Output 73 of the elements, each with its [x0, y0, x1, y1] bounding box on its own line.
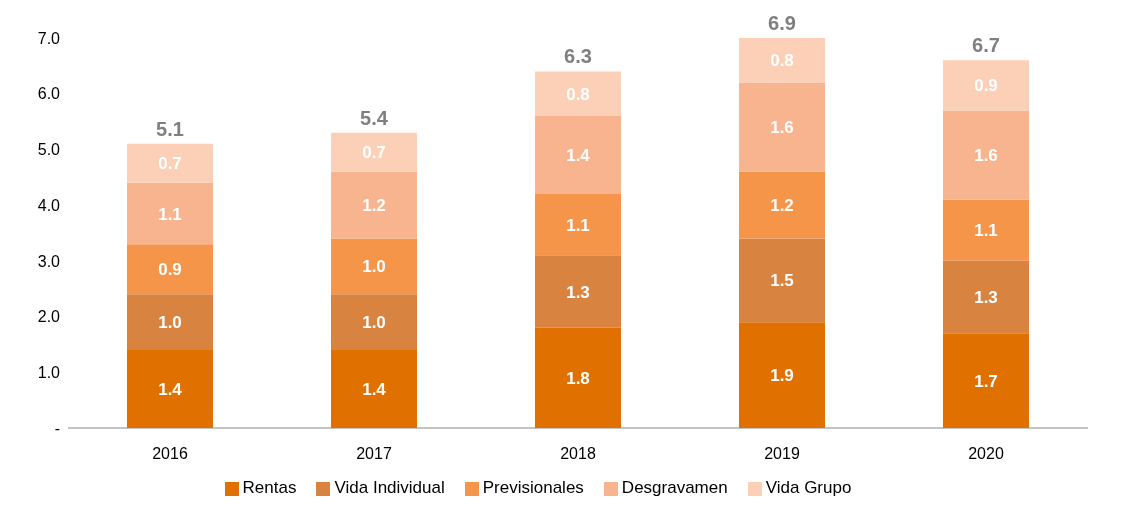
data-label: 1.2	[362, 196, 386, 216]
data-label: 1.8	[566, 368, 590, 388]
x-tick-label: 2018	[560, 445, 596, 463]
bar	[739, 38, 825, 83]
data-label: 1.1	[974, 221, 998, 241]
legend-label: Previsionales	[482, 478, 584, 497]
x-tick-label: 2017	[356, 445, 392, 463]
data-label: 1.4	[158, 380, 183, 399]
y-tick-label: 2.0	[37, 308, 61, 326]
data-label: 0.9	[974, 76, 998, 96]
data-label: 0.9	[158, 260, 182, 280]
bar	[739, 171, 825, 239]
data-label: 1.2	[770, 196, 794, 216]
x-tick-label: 2020	[968, 445, 1004, 463]
bar	[943, 60, 1029, 111]
data-label: 0.8	[770, 51, 794, 71]
bar	[943, 199, 1029, 261]
bar	[943, 333, 1029, 428]
bar	[535, 116, 621, 194]
data-label: 1.4	[362, 380, 387, 399]
data-label: 1.6	[770, 118, 794, 138]
bar	[739, 82, 825, 172]
legend-label: Vida Grupo	[765, 478, 852, 497]
data-label: 1.5	[770, 271, 794, 291]
bar	[331, 238, 417, 295]
data-label: 1.1	[566, 215, 590, 235]
data-label: 1.4	[566, 146, 591, 165]
bar	[739, 238, 825, 323]
bar	[943, 260, 1029, 334]
bar	[127, 350, 213, 428]
bar	[535, 327, 621, 428]
bar	[331, 171, 417, 239]
data-label: 1.9	[770, 366, 794, 386]
total-label: 5.4	[360, 106, 389, 129]
bar	[535, 255, 621, 328]
y-tick-label: 1.0	[37, 363, 61, 381]
data-label: 1.3	[974, 288, 998, 308]
data-label: 1.3	[566, 282, 590, 302]
bar	[331, 294, 417, 350]
total-label: 6.3	[564, 45, 592, 68]
total-label: 6.9	[768, 12, 796, 34]
data-label: 1.1	[158, 204, 182, 224]
data-label: 0.7	[362, 143, 386, 163]
total-label: 6.7	[972, 34, 1000, 57]
bar	[535, 194, 621, 256]
data-label: 0.8	[566, 84, 590, 104]
data-label: 1.0	[362, 313, 386, 333]
legend-label: Desgravamen	[621, 478, 728, 497]
legend-label: Vida Individual	[334, 478, 445, 497]
data-label: 0.7	[158, 154, 182, 174]
data-label: 1.0	[362, 257, 386, 277]
bar	[127, 294, 213, 350]
y-tick-label: 4.0	[37, 196, 61, 214]
data-label: 1.0	[158, 313, 182, 333]
y-tick-label: 5.0	[37, 141, 61, 159]
data-label: 1.7	[974, 371, 998, 391]
total-label: 5.1	[156, 117, 184, 140]
x-tick-label: 2016	[152, 445, 188, 463]
legend-label: Rentas	[242, 478, 297, 497]
bar	[127, 182, 213, 245]
y-tick-label: 3.0	[37, 252, 61, 270]
bar	[127, 143, 213, 183]
bar	[127, 244, 213, 295]
y-tick-label: 7.0	[37, 29, 61, 47]
x-tick-label: 2019	[764, 445, 800, 463]
data-label: 1.6	[974, 146, 998, 165]
bar	[739, 322, 825, 428]
y-tick-label: 6.0	[37, 85, 61, 103]
bar	[535, 71, 621, 116]
bar	[943, 110, 1029, 200]
bar	[331, 350, 417, 428]
bar	[331, 132, 417, 172]
y-tick-label: -	[54, 419, 60, 437]
